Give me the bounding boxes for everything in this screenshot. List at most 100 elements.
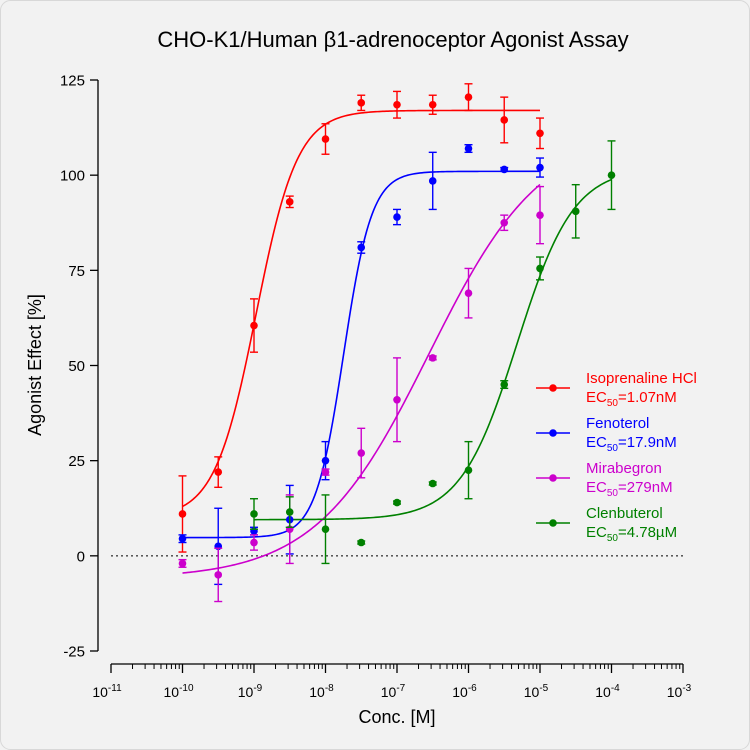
ec50-subscript: 50: [607, 488, 619, 499]
x-tick-base: 10: [452, 684, 468, 700]
x-tick-label: 10-4: [595, 683, 620, 700]
x-tick-label: 10-6: [452, 683, 477, 700]
ec50-prefix: EC: [586, 479, 607, 496]
data-point: [571, 207, 580, 216]
legend-series-name: Clenbuterol: [586, 505, 663, 522]
data-point: [464, 93, 473, 101]
data-point: [285, 508, 294, 516]
x-tick-base: 10: [667, 684, 683, 700]
data-point: [428, 354, 437, 362]
x-tick-exponent: -4: [611, 683, 620, 694]
ec50-subscript: 50: [607, 533, 619, 544]
y-tick-label: 0: [77, 548, 85, 565]
x-tick-base: 10: [92, 684, 108, 700]
data-point: [607, 171, 616, 179]
y-tick-label: 75: [68, 263, 85, 280]
data-point: [285, 198, 294, 206]
series-fenoterol: [178, 144, 544, 586]
x-tick-label: 10-7: [381, 683, 406, 700]
data-point: [250, 510, 258, 518]
data-point: [357, 243, 366, 252]
x-tick-base: 10: [524, 684, 540, 700]
ec50-subscript: 50: [607, 443, 619, 454]
data-point: [178, 534, 187, 543]
data-point: [464, 289, 473, 297]
y-tick-label: 125: [60, 73, 85, 90]
x-tick-base: 10: [309, 684, 325, 700]
x-tick-base: 10: [238, 684, 254, 700]
x-tick-exponent: -9: [253, 683, 262, 694]
data-point: [321, 456, 330, 465]
data-point: [464, 466, 473, 474]
legend-series-name: Mirabegron: [586, 460, 662, 477]
x-tick-exponent: -3: [682, 683, 691, 694]
data-point: [178, 559, 187, 568]
data-point: [428, 479, 437, 488]
data-point: [393, 213, 401, 221]
data-point: [536, 129, 544, 138]
y-tick-label: 100: [60, 168, 85, 185]
x-axis-label: Conc. [M]: [358, 707, 435, 727]
x-tick-exponent: -10: [179, 683, 194, 694]
x-tick-exponent: -11: [108, 683, 122, 694]
data-point: [214, 468, 223, 476]
data-point: [357, 449, 366, 457]
data-point: [500, 116, 509, 124]
ec50-value: =4.78µM: [618, 524, 677, 541]
x-tick-label: 10-9: [238, 683, 263, 700]
data-point: [393, 100, 401, 109]
x-tick-label: 10-10: [163, 683, 193, 700]
data-point: [500, 165, 509, 174]
legend-item-clenbuterol: Clenbuterol EC50=4.78µM: [536, 505, 677, 544]
data-points: [178, 83, 616, 603]
y-tick-label: 50: [68, 358, 85, 375]
x-tick-exponent: -7: [396, 683, 405, 694]
data-point: [464, 144, 473, 153]
data-point: [393, 498, 401, 507]
data-point: [536, 163, 544, 172]
legend-marker: [549, 384, 557, 392]
chart-title: CHO-K1/Human β1-adrenoceptor Agonist Ass…: [157, 27, 628, 52]
x-tick-label: 10-5: [524, 683, 549, 700]
x-axis: 10-11 10-10 10-9 10-8 10-7 10-6 10-5 10-4 10-3: [92, 663, 692, 700]
y-tick-label: -25: [63, 644, 85, 661]
legend-ec50: EC50=4.78µM: [586, 524, 677, 544]
legend-marker: [549, 429, 557, 437]
x-tick-exponent: -5: [539, 683, 548, 694]
data-point: [250, 321, 258, 330]
ec50-prefix: EC: [586, 434, 607, 451]
legend-item-fenoterol: Fenoterol EC50=17.9nM: [536, 415, 677, 454]
data-point: [428, 100, 437, 109]
data-point: [357, 99, 366, 107]
legend-ec50: EC50=1.07nM: [586, 389, 677, 409]
x-tick-exponent: -8: [325, 683, 334, 694]
legend-marker: [549, 519, 557, 527]
data-point: [536, 264, 544, 273]
y-tick-label: 25: [68, 453, 85, 470]
legend: Isoprenaline HClEC50=1.07nMFenoterolEC50…: [536, 370, 697, 544]
ec50-value: =1.07nM: [618, 389, 677, 406]
legend-series-name: Fenoterol: [586, 415, 649, 432]
y-axis-label: Agonist Effect [%]: [25, 294, 45, 436]
x-tick-base: 10: [163, 684, 179, 700]
data-point: [428, 177, 437, 185]
ec50-prefix: EC: [586, 389, 607, 406]
y-axis: -25 0 25 50 75 100 125: [60, 73, 99, 661]
ec50-value: =279nM: [618, 479, 673, 496]
data-point: [321, 135, 330, 143]
legend-ec50: EC50=279nM: [586, 479, 673, 499]
legend-series-name: Isoprenaline HCl: [586, 370, 697, 387]
x-tick-exponent: -6: [468, 683, 477, 694]
ec50-subscript: 50: [607, 398, 619, 409]
legend-item-isoprenaline-hcl: Isoprenaline HCl EC50=1.07nM: [536, 370, 697, 409]
ec50-value: =17.9nM: [618, 434, 677, 451]
x-tick-base: 10: [595, 684, 611, 700]
ec50-prefix: EC: [586, 524, 607, 541]
x-tick-label: 10-8: [309, 683, 334, 700]
data-point: [321, 525, 330, 533]
data-point: [214, 571, 223, 579]
data-point: [536, 211, 544, 219]
data-point: [500, 380, 509, 389]
fit-curve-isoprenaline-hcl: [182, 109, 540, 508]
